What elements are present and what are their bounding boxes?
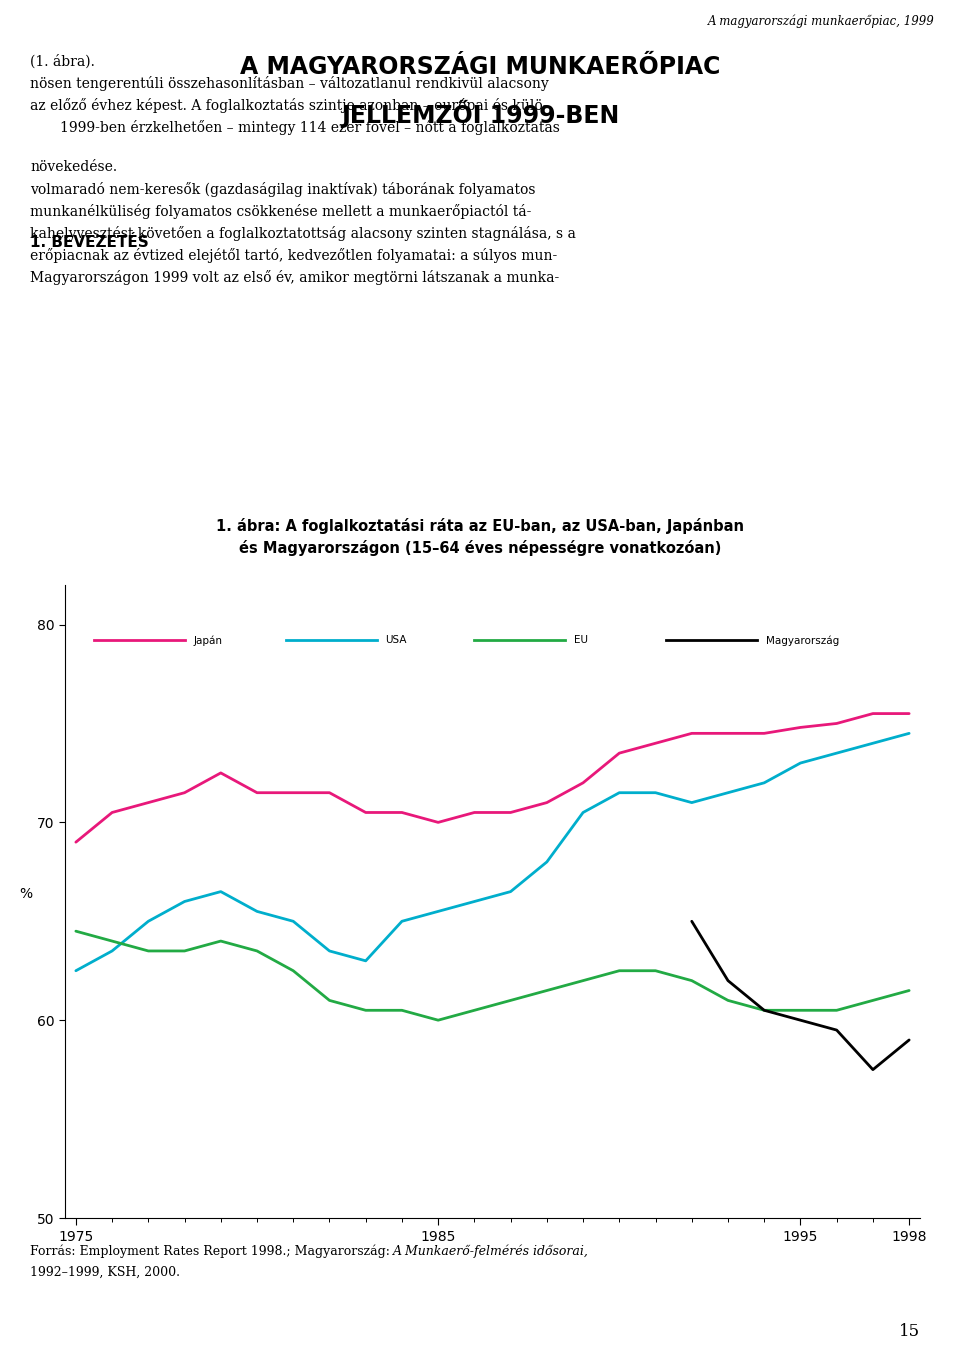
Text: nösen tengerentúli összehasonlításban – változatlanul rendkivül alacsony: nösen tengerentúli összehasonlításban – …: [30, 75, 549, 90]
Text: erőpiacnak az évtized elejétől tartó, kedvezőtlen folyamatai: a súlyos mun-: erőpiacnak az évtized elejétől tartó, ke…: [30, 248, 557, 263]
Text: 1999-ben érzkelhetően – mintegy 114 ezer fővel – nőtt a foglalkoztatás: 1999-ben érzkelhetően – mintegy 114 ezer…: [60, 121, 560, 136]
Text: (1. ábra).: (1. ábra).: [30, 53, 95, 68]
Text: 1. BEVEZETÉS: 1. BEVEZETÉS: [30, 236, 149, 249]
Text: volmaradó nem-keresők (gazdaságilag inaktívak) táborának folyamatos: volmaradó nem-keresők (gazdaságilag inak…: [30, 182, 536, 197]
Text: az előző évhez képest. A foglalkoztatás szintje azonban – európai és külö-: az előző évhez képest. A foglalkoztatás …: [30, 99, 547, 112]
Text: munkanélküliség folyamatos csökkenése mellett a munkaerőpiactól tá-: munkanélküliség folyamatos csökkenése me…: [30, 204, 532, 219]
Text: 1992–1999, KSH, 2000.: 1992–1999, KSH, 2000.: [30, 1266, 180, 1280]
Text: és Magyarországon (15–64 éves népességre vonatkozóan): és Magyarországon (15–64 éves népességre…: [239, 540, 721, 556]
Text: kahelyvesztést követően a foglalkoztatottság alacsony szinten stagnálása, s a: kahelyvesztést követően a foglalkoztatot…: [30, 226, 576, 241]
Text: USA: USA: [386, 636, 407, 645]
Text: 1. ábra: A foglalkoztatási ráta az EU-ban, az USA-ban, Japánban: 1. ábra: A foglalkoztatási ráta az EU-ba…: [216, 518, 744, 534]
Text: Japán: Japán: [194, 636, 223, 645]
Text: A Munkaerő-felmérés idősorai,: A Munkaerő-felmérés idősorai,: [393, 1245, 588, 1259]
Text: A magyarországi munkaerőpiac, 1999: A magyarországi munkaerőpiac, 1999: [708, 14, 935, 27]
Text: A MAGYARORSZÁGI MUNKAERŐPIAC: A MAGYARORSZÁGI MUNKAERŐPIAC: [240, 55, 720, 79]
Text: növekedése.: növekedése.: [30, 160, 117, 174]
Text: 15: 15: [899, 1323, 920, 1340]
Text: Magyarországon 1999 volt az első év, amikor megtörni látszanak a munka-: Magyarországon 1999 volt az első év, ami…: [30, 270, 560, 285]
Text: EU: EU: [574, 636, 588, 645]
Y-axis label: %: %: [19, 888, 33, 901]
Text: Magyarország: Magyarország: [766, 636, 839, 645]
Text: JELLEMZŐI 1999-BEN: JELLEMZŐI 1999-BEN: [341, 100, 619, 129]
Text: Forrás: Employment Rates Report 1998.; Magyarország:: Forrás: Employment Rates Report 1998.; M…: [30, 1245, 394, 1259]
